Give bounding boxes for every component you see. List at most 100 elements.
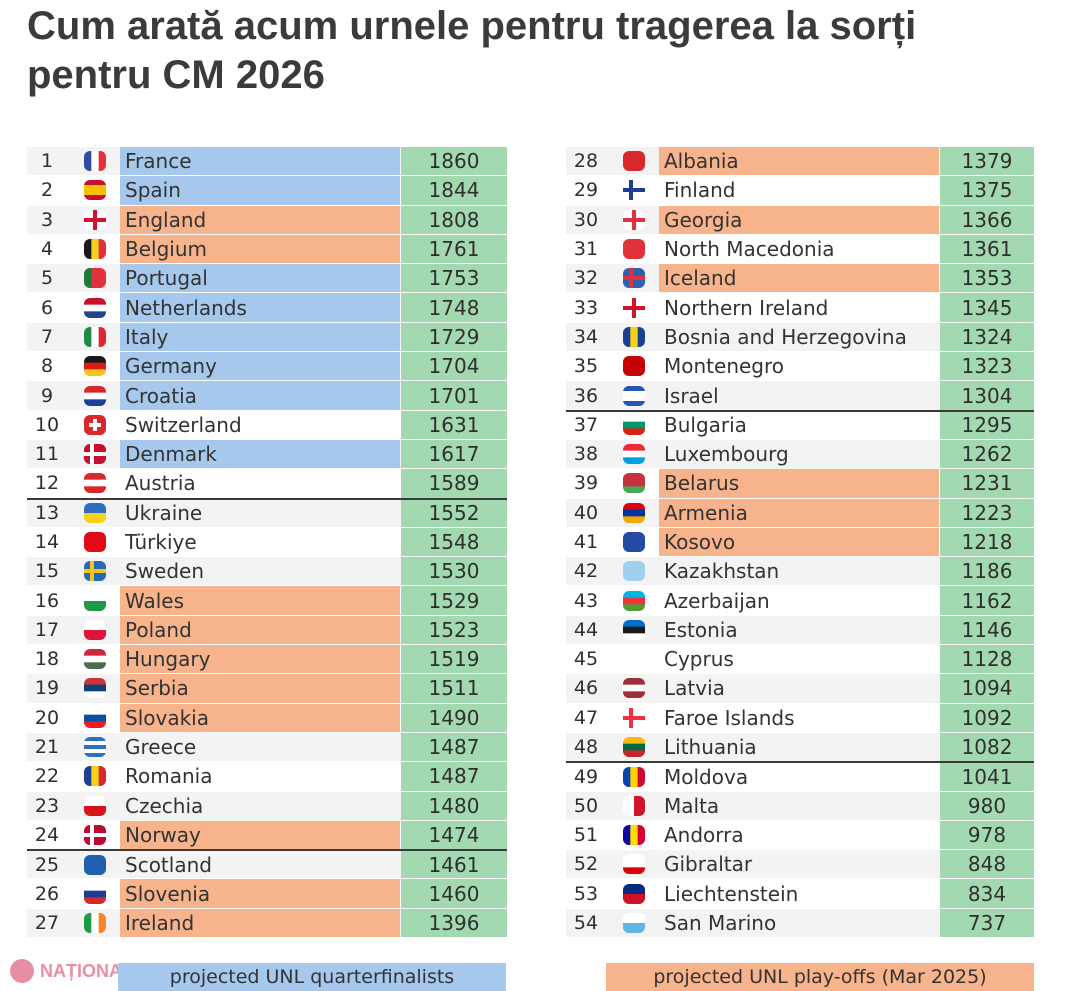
points: 1761 [401, 234, 507, 264]
table-row: 41 Kosovo 1218 [566, 526, 1034, 557]
points: 1379 [940, 147, 1034, 176]
country-name: San Marino [664, 910, 777, 935]
rank: 12 [34, 472, 60, 495]
norway-flag-icon [84, 824, 106, 845]
montenegro-flag-icon [623, 356, 645, 377]
san-marino-flag-icon [623, 912, 645, 933]
table-row: 48 Lithuania 1082 [566, 731, 1034, 762]
watermark-mark-icon [10, 959, 34, 983]
flag-cell [82, 264, 108, 292]
table-row: 6 Netherlands 1748 [27, 292, 507, 322]
points: 1162 [940, 586, 1034, 615]
rank: 23 [34, 794, 60, 817]
points: 1487 [401, 732, 507, 762]
kosovo-flag-icon [623, 532, 645, 552]
country-name: Azerbaijan [664, 588, 770, 613]
iceland-flag-icon [623, 268, 645, 289]
flag-cell [82, 440, 108, 468]
azerbaijan-flag-icon [623, 590, 645, 611]
rank: 47 [573, 706, 599, 729]
rank: 13 [34, 502, 60, 525]
country-name: Italy [120, 322, 400, 352]
table-row: 15 Sweden 1530 [27, 556, 507, 586]
rank: 26 [34, 882, 60, 905]
flag-cell [621, 352, 647, 380]
flag-cell [621, 147, 647, 175]
points: 1094 [940, 674, 1034, 703]
points: 978 [940, 820, 1034, 850]
rank: 43 [573, 589, 599, 612]
points: 1223 [940, 498, 1034, 527]
points: 1480 [401, 791, 507, 820]
rank: 15 [34, 560, 60, 583]
ranking-table-left: 1 France 1860 2 Spain 1844 3 England 1808 4 Belgiu… [27, 146, 507, 938]
flag-cell [621, 235, 647, 263]
flag-cell [82, 381, 108, 409]
table-row: 44 Estonia 1146 [566, 614, 1034, 645]
northern-ireland-flag-icon [623, 297, 645, 318]
flag-cell [82, 586, 108, 614]
flag-cell [621, 645, 647, 673]
watermark-logo: NAȚIONAL [10, 958, 133, 984]
points: 834 [940, 879, 1034, 908]
rank: 52 [573, 853, 599, 876]
rank: 40 [573, 501, 599, 524]
rank: 37 [573, 414, 599, 437]
points: 1729 [401, 322, 507, 352]
country-name: Kosovo [659, 527, 939, 557]
rank: 14 [34, 531, 60, 553]
poland-flag-icon [84, 619, 106, 640]
country-name: Austria [125, 471, 196, 496]
watermark-text: NAȚIONAL [40, 960, 133, 981]
flag-cell [621, 674, 647, 702]
points: 1324 [940, 322, 1034, 352]
country-name: Portugal [120, 264, 400, 293]
country-name: Czechia [125, 793, 204, 818]
andorra-flag-icon [623, 824, 645, 845]
flag-cell [621, 381, 647, 409]
points: 1396 [401, 908, 507, 938]
rank: 4 [40, 238, 54, 261]
country-name: France [120, 147, 400, 176]
country-name: Norway [120, 820, 400, 850]
points: 1552 [401, 499, 507, 527]
table-row: 20 Slovakia 1490 [27, 702, 507, 732]
country-name: Wales [120, 586, 400, 615]
country-name: Bosnia and Herzegovina [664, 324, 907, 349]
points: 1617 [401, 439, 507, 469]
rank: 48 [573, 736, 599, 759]
flag-cell [621, 176, 647, 204]
netherlands-flag-icon [84, 297, 106, 318]
table-row: 26 Slovenia 1460 [27, 878, 507, 908]
croatia-flag-icon [84, 385, 106, 406]
table-row: 35 Montenegro 1323 [566, 351, 1034, 381]
flag-cell [621, 763, 647, 790]
faroe-islands-flag-icon [623, 707, 645, 728]
table-row: 29 Finland 1375 [566, 175, 1034, 205]
georgia-flag-icon [623, 209, 645, 230]
rank: 32 [573, 267, 599, 290]
austria-flag-icon [84, 473, 106, 494]
flag-cell [82, 704, 108, 732]
points: 1748 [401, 293, 507, 322]
rank: 5 [40, 267, 54, 290]
country-name: Romania [125, 764, 213, 789]
points: 980 [940, 791, 1034, 820]
points: 1511 [401, 674, 507, 703]
rank: 2 [40, 179, 54, 202]
flag-cell [621, 586, 647, 614]
rank: 35 [573, 355, 599, 378]
spain-flag-icon [84, 180, 106, 201]
rank: 20 [34, 706, 60, 729]
country-name: Northern Ireland [664, 295, 829, 320]
greece-flag-icon [84, 737, 106, 758]
czechia-flag-icon [84, 795, 106, 816]
rank: 22 [34, 765, 60, 788]
flag-cell [621, 469, 647, 497]
country-name: Cyprus [664, 647, 734, 672]
points: 1589 [401, 469, 507, 498]
country-name: Andorra [664, 822, 744, 847]
belarus-flag-icon [623, 473, 645, 494]
points: 848 [940, 850, 1034, 879]
rank: 50 [573, 794, 599, 817]
